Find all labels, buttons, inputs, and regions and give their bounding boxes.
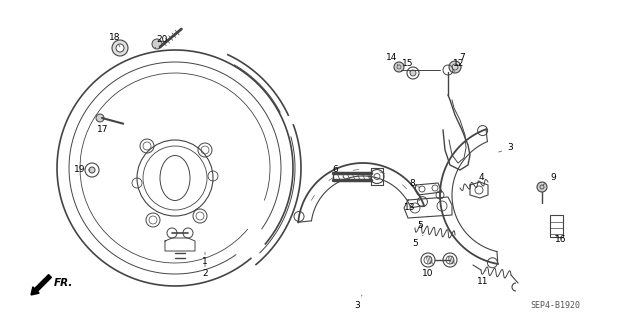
Text: 2: 2 — [202, 264, 208, 278]
Circle shape — [116, 44, 124, 52]
Text: 5: 5 — [417, 216, 428, 229]
Text: 3: 3 — [499, 143, 513, 153]
Text: 3: 3 — [354, 295, 362, 310]
Circle shape — [112, 40, 128, 56]
Text: 13: 13 — [404, 200, 420, 212]
Bar — [550, 215, 563, 237]
Text: 19: 19 — [74, 165, 90, 174]
Text: 12: 12 — [453, 60, 465, 72]
Text: 11: 11 — [477, 270, 489, 285]
Text: 8: 8 — [409, 179, 420, 188]
Circle shape — [449, 61, 461, 73]
Circle shape — [89, 167, 95, 173]
Circle shape — [394, 62, 404, 72]
Text: 5: 5 — [412, 235, 423, 249]
Circle shape — [537, 182, 547, 192]
Text: 6: 6 — [332, 165, 344, 178]
Circle shape — [410, 70, 416, 76]
Text: 9: 9 — [543, 173, 556, 185]
Text: 20: 20 — [155, 36, 168, 48]
Text: 18: 18 — [109, 34, 121, 47]
Text: FR.: FR. — [54, 278, 74, 288]
Text: 7: 7 — [457, 52, 465, 65]
Text: SEP4-B1920: SEP4-B1920 — [530, 301, 580, 310]
Text: 17: 17 — [97, 120, 110, 134]
Text: 10: 10 — [422, 262, 434, 277]
Text: 14: 14 — [387, 52, 398, 65]
FancyArrow shape — [31, 275, 51, 295]
Text: 16: 16 — [555, 235, 567, 244]
Text: 1: 1 — [202, 252, 208, 267]
Circle shape — [152, 39, 162, 49]
Text: 15: 15 — [403, 60, 413, 72]
Text: 4: 4 — [473, 172, 484, 183]
Circle shape — [96, 114, 104, 122]
